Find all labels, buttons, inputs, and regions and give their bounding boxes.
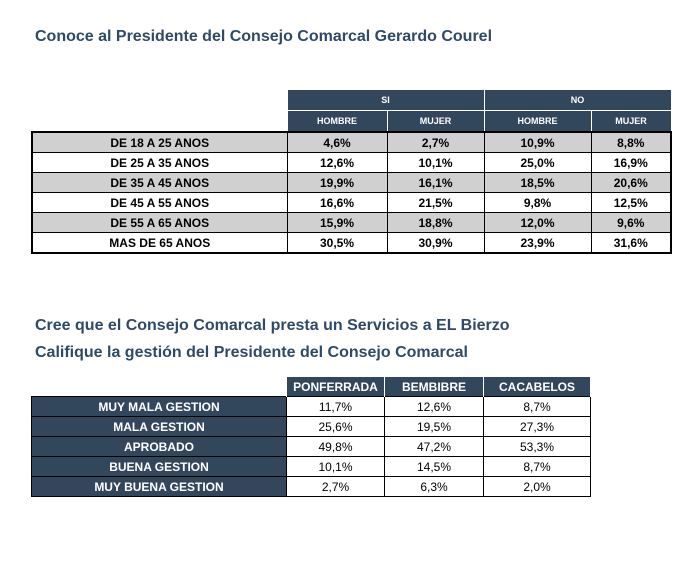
cell-value: 12,0% (483, 212, 592, 233)
title-califique-gestion: Califique la gestión del Presidente del … (35, 344, 468, 361)
row-label: DE 45 A 55 ANOS (31, 192, 288, 213)
header-blank (32, 89, 287, 111)
row-label: DE 55 A 65 ANOS (31, 212, 288, 233)
cell-value: 6,3% (384, 476, 484, 497)
cell-value: 9,8% (483, 192, 592, 213)
cell-value: 19,9% (286, 172, 388, 193)
cell-value: 20,6% (590, 172, 672, 193)
cell-value: 9,6% (590, 212, 672, 233)
row-label: MAS DE 65 ANOS (31, 232, 288, 254)
cell-value: 12,6% (384, 396, 484, 417)
cell-value: 30,5% (286, 232, 388, 254)
cell-value: 2,0% (483, 476, 591, 497)
subheader-blank (32, 110, 287, 132)
cell-value: 2,7% (286, 476, 385, 497)
gestion-rating-table: PONFERRADA BEMBIBRE CACABELOS MUY MALA G… (31, 377, 591, 497)
table-row: DE 45 A 55 ANOS 16,6% 21,5% 9,8% 12,5% (31, 192, 672, 213)
cell-value: 18,5% (483, 172, 592, 193)
group-header-no: NO (483, 89, 672, 111)
table-row: DE 35 A 45 ANOS 19,9% 16,1% 18,5% 20,6% (31, 172, 672, 193)
cell-value: 8,8% (590, 131, 672, 153)
cell-value: 11,7% (286, 396, 385, 417)
table-row: MUY MALA GESTION 11,7% 12,6% 8,7% (31, 396, 591, 417)
age-gender-table: SI NO HOMBRE MUJER HOMBRE MUJER DE 18 A … (31, 89, 672, 254)
subheader-si-mujer: MUJER (386, 110, 485, 133)
cell-value: 10,9% (483, 131, 592, 153)
cell-value: 16,6% (286, 192, 388, 213)
table-row: BUENA GESTION 10,1% 14,5% 8,7% (31, 456, 591, 477)
row-label: DE 25 A 35 ANOS (31, 152, 288, 173)
cell-value: 31,6% (590, 232, 672, 254)
subheader-no-mujer: MUJER (590, 110, 672, 133)
group-header-si: SI (286, 89, 485, 111)
cell-value: 30,9% (386, 232, 485, 254)
cell-value: 19,5% (384, 416, 484, 437)
cell-value: 27,3% (483, 416, 591, 437)
row-label: DE 18 A 25 ANOS (31, 131, 288, 153)
cell-value: 21,5% (386, 192, 485, 213)
cell-value: 47,2% (384, 436, 484, 457)
cell-value: 16,1% (386, 172, 485, 193)
cell-value: 25,0% (483, 152, 592, 173)
subheader-si-hombre: HOMBRE (286, 110, 388, 133)
table-row: MALA GESTION 25,6% 19,5% 27,3% (31, 416, 591, 437)
cell-value: 8,7% (483, 456, 591, 477)
table-row: APROBADO 49,8% 47,2% 53,3% (31, 436, 591, 457)
row-label: DE 35 A 45 ANOS (31, 172, 288, 193)
row-label: MUY BUENA GESTION (31, 476, 287, 497)
cell-value: 12,6% (286, 152, 388, 173)
cell-value: 4,6% (286, 131, 388, 153)
header-cacabelos: CACABELOS (483, 377, 591, 397)
cell-value: 23,9% (483, 232, 592, 254)
row-label: BUENA GESTION (31, 456, 287, 477)
cell-value: 14,5% (384, 456, 484, 477)
cell-value: 2,7% (386, 131, 485, 153)
cell-value: 53,3% (483, 436, 591, 457)
row-label: MALA GESTION (31, 416, 287, 437)
header-ponferrada: PONFERRADA (286, 377, 385, 397)
subheader-no-hombre: HOMBRE (483, 110, 592, 133)
cell-value: 10,1% (286, 456, 385, 477)
table-row: DE 55 A 65 ANOS 15,9% 18,8% 12,0% 9,6% (31, 212, 672, 233)
cell-value: 8,7% (483, 396, 591, 417)
cell-value: 18,8% (386, 212, 485, 233)
cell-value: 25,6% (286, 416, 385, 437)
cell-value: 49,8% (286, 436, 385, 457)
table-row: DE 18 A 25 ANOS 4,6% 2,7% 10,9% 8,8% (31, 131, 672, 153)
row-label: MUY MALA GESTION (31, 396, 287, 417)
header-blank (31, 377, 287, 397)
table-row: MAS DE 65 ANOS 30,5% 30,9% 23,9% 31,6% (31, 232, 672, 254)
row-label: APROBADO (31, 436, 287, 457)
cell-value: 15,9% (286, 212, 388, 233)
cell-value: 12,5% (590, 192, 672, 213)
table-row: DE 25 A 35 ANOS 12,6% 10,1% 25,0% 16,9% (31, 152, 672, 173)
title-presta-servicios: Cree que el Consejo Comarcal presta un S… (35, 317, 510, 334)
cell-value: 16,9% (590, 152, 672, 173)
title-conoce-presidente: Conoce al Presidente del Consejo Comarca… (35, 28, 493, 45)
cell-value: 10,1% (386, 152, 485, 173)
table-row: MUY BUENA GESTION 2,7% 6,3% 2,0% (31, 476, 591, 497)
header-bembibre: BEMBIBRE (384, 377, 484, 397)
